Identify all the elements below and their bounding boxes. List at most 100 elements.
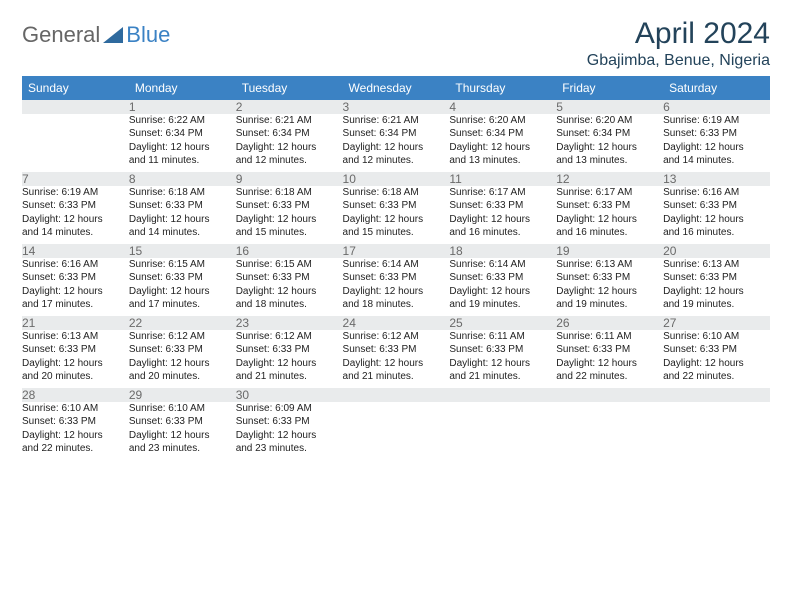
sunrise-line: Sunrise: 6:21 AM	[236, 114, 343, 128]
daylight-line: and 16 minutes.	[556, 226, 663, 240]
day-number-cell: 30	[236, 388, 343, 402]
day-number-cell: 24	[343, 316, 450, 330]
daylight-line: and 16 minutes.	[663, 226, 770, 240]
day-detail-cell: Sunrise: 6:10 AMSunset: 6:33 PMDaylight:…	[663, 330, 770, 388]
daylight-line: Daylight: 12 hours	[22, 213, 129, 227]
day-detail-cell: Sunrise: 6:09 AMSunset: 6:33 PMDaylight:…	[236, 402, 343, 460]
day-detail-cell: Sunrise: 6:19 AMSunset: 6:33 PMDaylight:…	[663, 114, 770, 172]
sunset-line: Sunset: 6:33 PM	[343, 271, 450, 285]
daylight-line: Daylight: 12 hours	[556, 285, 663, 299]
sunrise-line: Sunrise: 6:13 AM	[663, 258, 770, 272]
day-number: 26	[556, 316, 569, 330]
daylight-line: and 12 minutes.	[236, 154, 343, 168]
sunset-line: Sunset: 6:33 PM	[343, 199, 450, 213]
day-number-cell: 11	[449, 172, 556, 186]
day-number-cell	[663, 388, 770, 402]
day-number: 21	[22, 316, 35, 330]
week-number-row: 282930	[22, 388, 770, 402]
day-detail-cell: Sunrise: 6:18 AMSunset: 6:33 PMDaylight:…	[236, 186, 343, 244]
sunset-line: Sunset: 6:33 PM	[556, 199, 663, 213]
day-number: 5	[556, 100, 563, 114]
day-number-cell: 27	[663, 316, 770, 330]
day-detail-cell: Sunrise: 6:10 AMSunset: 6:33 PMDaylight:…	[22, 402, 129, 460]
daylight-line: and 23 minutes.	[236, 442, 343, 456]
day-number: 3	[343, 100, 350, 114]
day-number: 28	[22, 388, 35, 402]
sunset-line: Sunset: 6:33 PM	[22, 199, 129, 213]
day-number-cell: 13	[663, 172, 770, 186]
day-detail-cell: Sunrise: 6:22 AMSunset: 6:34 PMDaylight:…	[129, 114, 236, 172]
daylight-line: Daylight: 12 hours	[129, 213, 236, 227]
sunrise-line: Sunrise: 6:10 AM	[22, 402, 129, 416]
day-number: 22	[129, 316, 142, 330]
day-detail-cell: Sunrise: 6:18 AMSunset: 6:33 PMDaylight:…	[129, 186, 236, 244]
day-number: 9	[236, 172, 243, 186]
day-detail-cell: Sunrise: 6:21 AMSunset: 6:34 PMDaylight:…	[343, 114, 450, 172]
sunset-line: Sunset: 6:33 PM	[663, 199, 770, 213]
day-number: 30	[236, 388, 249, 402]
week-detail-row: Sunrise: 6:19 AMSunset: 6:33 PMDaylight:…	[22, 186, 770, 244]
day-detail-cell: Sunrise: 6:19 AMSunset: 6:33 PMDaylight:…	[22, 186, 129, 244]
day-number-cell: 26	[556, 316, 663, 330]
day-number-cell: 10	[343, 172, 450, 186]
day-detail-cell: Sunrise: 6:10 AMSunset: 6:33 PMDaylight:…	[129, 402, 236, 460]
sunrise-line: Sunrise: 6:17 AM	[556, 186, 663, 200]
day-detail-cell: Sunrise: 6:14 AMSunset: 6:33 PMDaylight:…	[449, 258, 556, 316]
day-number: 10	[343, 172, 356, 186]
day-number-cell: 9	[236, 172, 343, 186]
brand-triangle-icon	[103, 27, 123, 43]
daylight-line: Daylight: 12 hours	[556, 141, 663, 155]
daylight-line: Daylight: 12 hours	[22, 285, 129, 299]
daylight-line: Daylight: 12 hours	[449, 357, 556, 371]
sunrise-line: Sunrise: 6:22 AM	[129, 114, 236, 128]
sunset-line: Sunset: 6:33 PM	[129, 199, 236, 213]
day-number: 7	[22, 172, 29, 186]
sunset-line: Sunset: 6:33 PM	[236, 415, 343, 429]
sunrise-line: Sunrise: 6:11 AM	[556, 330, 663, 344]
day-number-cell	[556, 388, 663, 402]
day-number-cell: 1	[129, 100, 236, 114]
day-number-cell: 15	[129, 244, 236, 258]
col-thursday: Thursday	[449, 76, 556, 100]
day-number-cell: 6	[663, 100, 770, 114]
daylight-line: and 20 minutes.	[22, 370, 129, 384]
daylight-line: Daylight: 12 hours	[236, 213, 343, 227]
day-number-cell	[449, 388, 556, 402]
daylight-line: and 18 minutes.	[236, 298, 343, 312]
day-detail-cell: Sunrise: 6:18 AMSunset: 6:33 PMDaylight:…	[343, 186, 450, 244]
daylight-line: and 21 minutes.	[343, 370, 450, 384]
sunset-line: Sunset: 6:33 PM	[449, 271, 556, 285]
sunrise-line: Sunrise: 6:18 AM	[129, 186, 236, 200]
day-detail-cell: Sunrise: 6:21 AMSunset: 6:34 PMDaylight:…	[236, 114, 343, 172]
day-number-cell: 7	[22, 172, 129, 186]
week-number-row: 14151617181920	[22, 244, 770, 258]
day-detail-cell: Sunrise: 6:14 AMSunset: 6:33 PMDaylight:…	[343, 258, 450, 316]
sunset-line: Sunset: 6:33 PM	[663, 343, 770, 357]
daylight-line: and 13 minutes.	[556, 154, 663, 168]
col-saturday: Saturday	[663, 76, 770, 100]
sunrise-line: Sunrise: 6:14 AM	[449, 258, 556, 272]
sunset-line: Sunset: 6:34 PM	[343, 127, 450, 141]
day-number-cell: 23	[236, 316, 343, 330]
sunset-line: Sunset: 6:34 PM	[129, 127, 236, 141]
day-detail-cell	[663, 402, 770, 460]
day-detail-cell: Sunrise: 6:20 AMSunset: 6:34 PMDaylight:…	[449, 114, 556, 172]
day-number-cell: 4	[449, 100, 556, 114]
daylight-line: and 11 minutes.	[129, 154, 236, 168]
sunrise-line: Sunrise: 6:15 AM	[236, 258, 343, 272]
day-detail-cell: Sunrise: 6:16 AMSunset: 6:33 PMDaylight:…	[22, 258, 129, 316]
day-number: 19	[556, 244, 569, 258]
sunrise-line: Sunrise: 6:20 AM	[556, 114, 663, 128]
daylight-line: and 14 minutes.	[663, 154, 770, 168]
day-number: 18	[449, 244, 462, 258]
daylight-line: and 21 minutes.	[236, 370, 343, 384]
day-detail-cell: Sunrise: 6:12 AMSunset: 6:33 PMDaylight:…	[343, 330, 450, 388]
sunrise-line: Sunrise: 6:10 AM	[129, 402, 236, 416]
sunrise-line: Sunrise: 6:18 AM	[236, 186, 343, 200]
brand-left: General	[22, 22, 100, 48]
day-number: 6	[663, 100, 670, 114]
sunrise-line: Sunrise: 6:12 AM	[236, 330, 343, 344]
daylight-line: Daylight: 12 hours	[129, 141, 236, 155]
daylight-line: Daylight: 12 hours	[129, 357, 236, 371]
daylight-line: Daylight: 12 hours	[236, 357, 343, 371]
